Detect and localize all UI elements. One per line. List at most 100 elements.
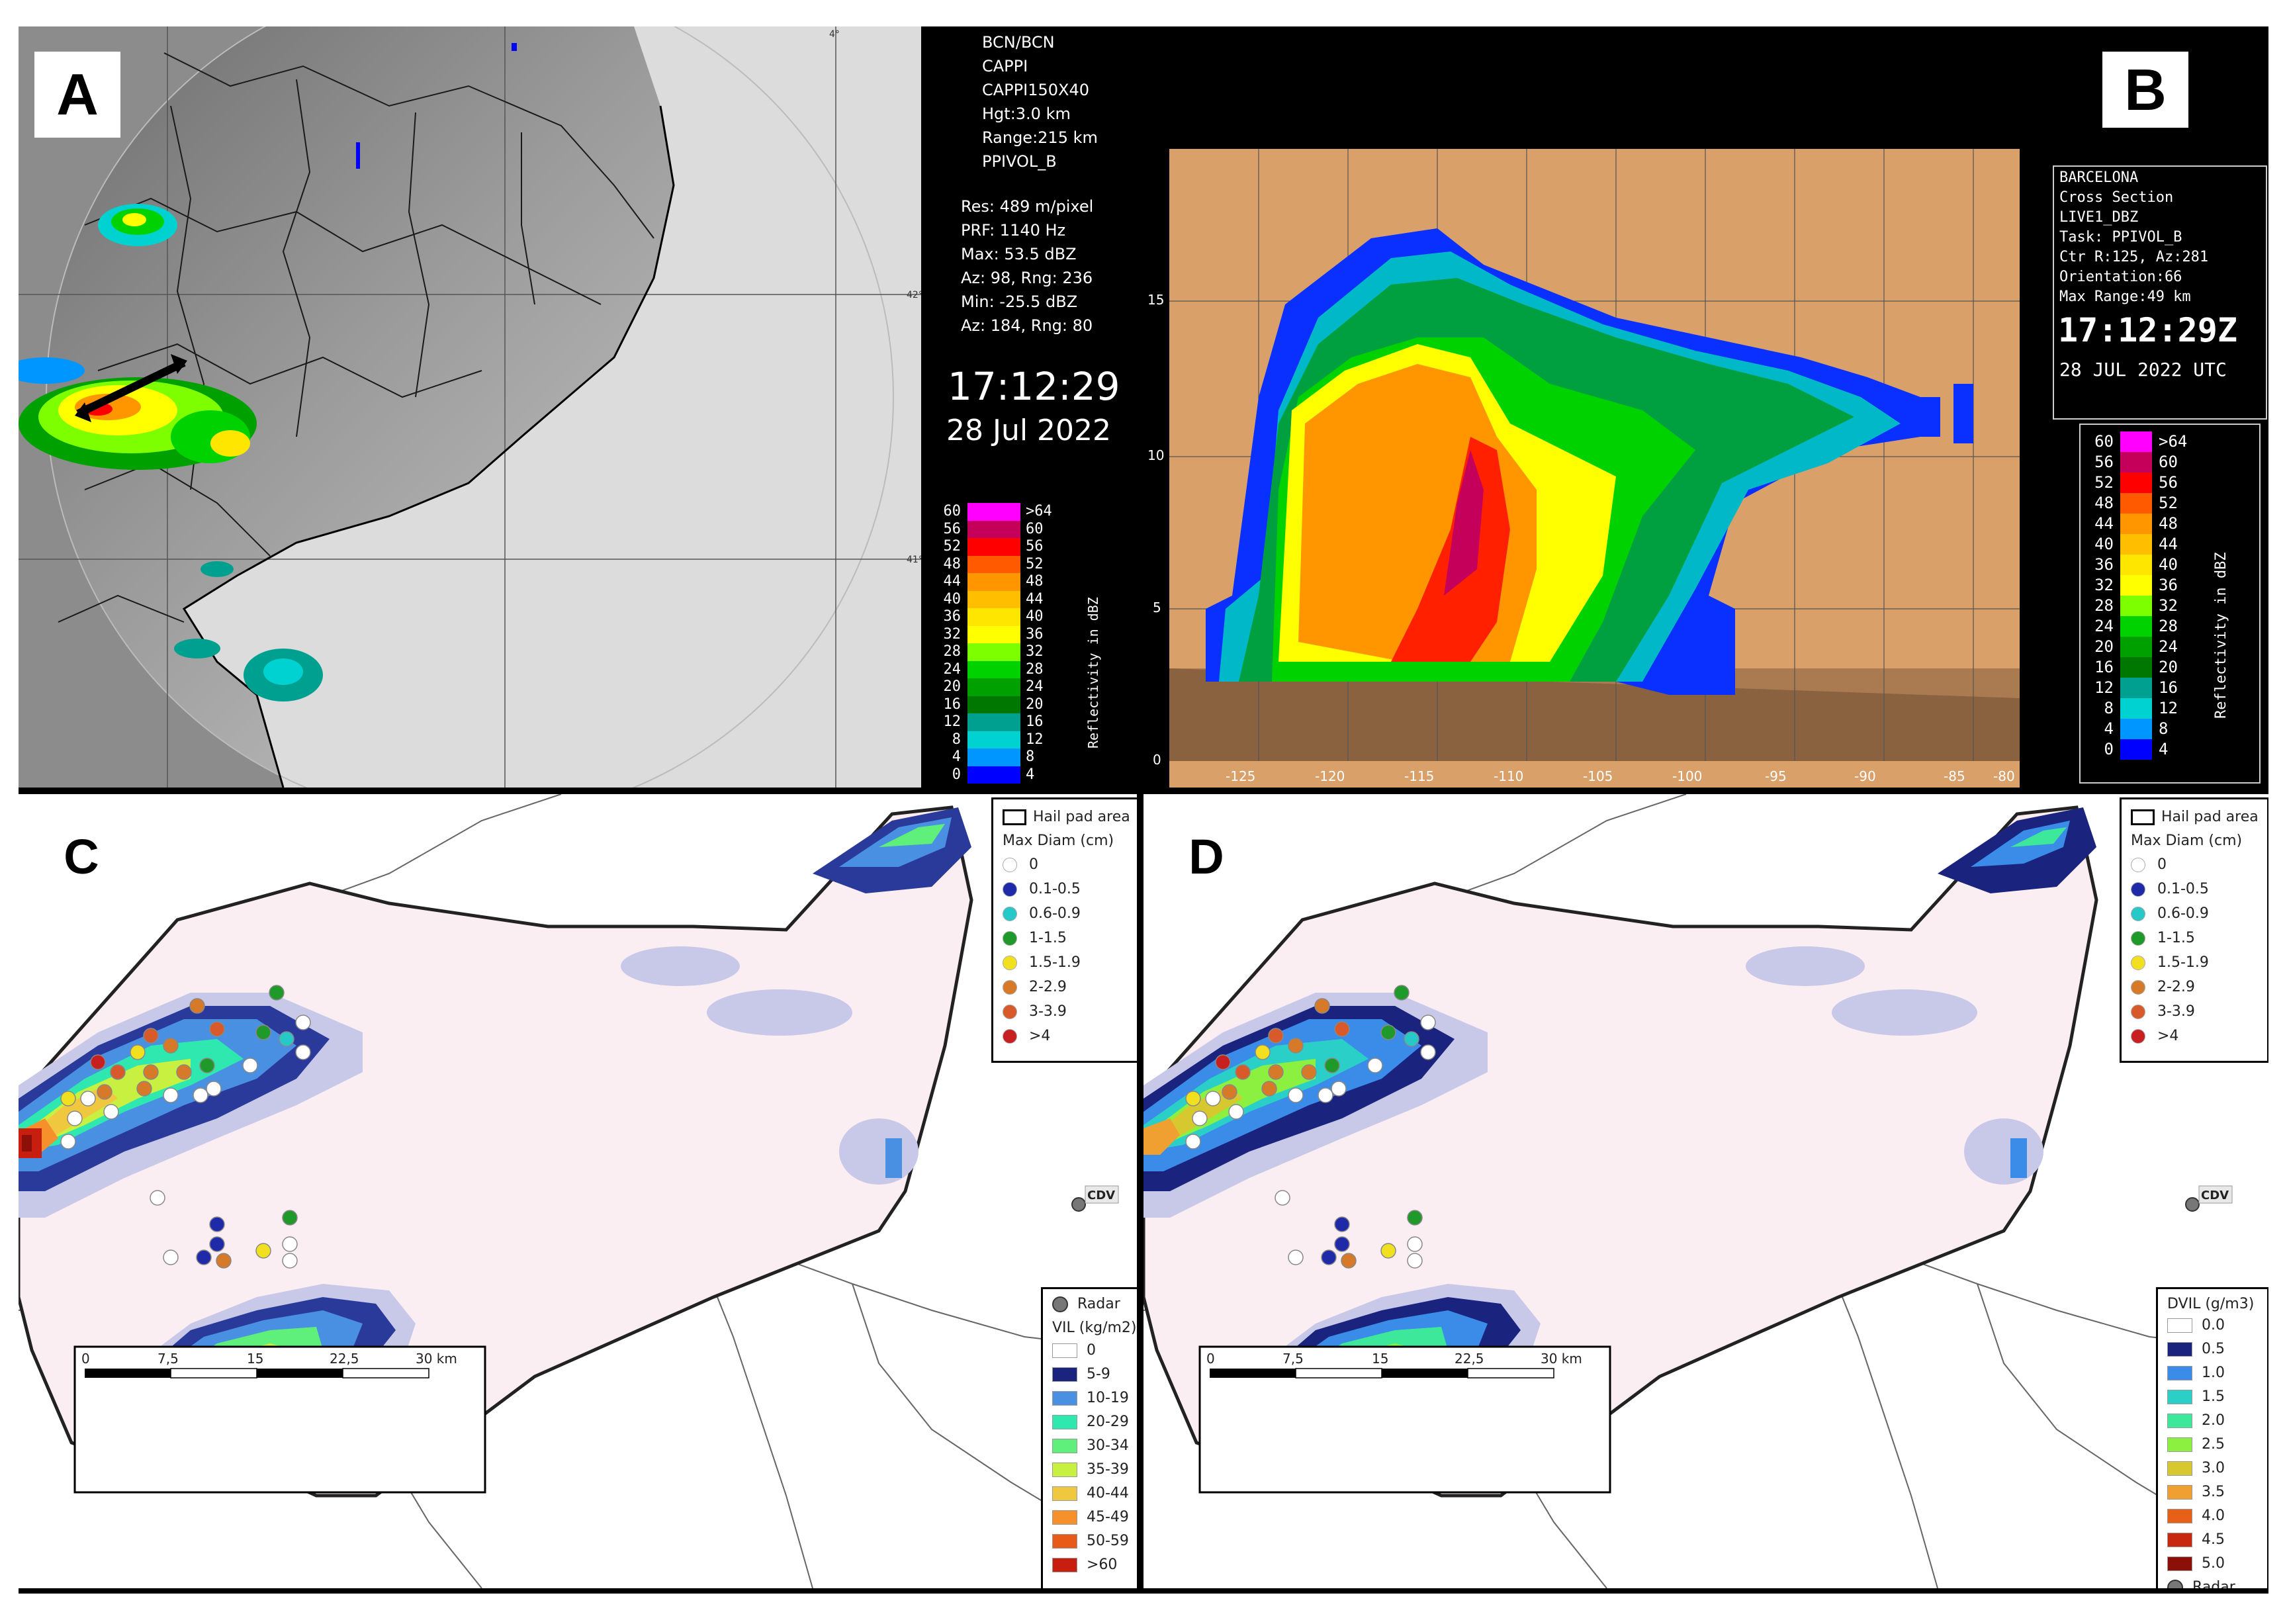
- colorbar-swatch: [967, 696, 1020, 713]
- legend-swatch: [2131, 1005, 2145, 1019]
- legend-item: 3-3.9: [1003, 1002, 1067, 1022]
- colorbar-swatch: [967, 713, 1020, 731]
- x-tick: -120: [1315, 768, 1345, 784]
- colorbar-label-left: 16: [943, 696, 962, 713]
- cdv-label: CDV: [1087, 1189, 1115, 1202]
- lon-label-4: 4°: [829, 29, 840, 40]
- info-line: BCN/BCN: [982, 33, 1055, 52]
- legend-swatch: [1052, 1415, 1077, 1429]
- legend-label: 0.6-0.9: [1029, 905, 1081, 922]
- legend-item: 0.6-0.9: [2131, 904, 2209, 924]
- x-tick: -85: [1944, 768, 1965, 784]
- colorbar-swatch: [967, 555, 1020, 573]
- legend-item: 45-49: [1052, 1508, 1129, 1527]
- legend-swatch: [1003, 809, 1026, 825]
- colorbar-label-left: 48: [943, 555, 962, 572]
- colorbar-label-left: 32: [943, 625, 962, 643]
- legend-item-hail-pad-area: Hail pad area: [1003, 807, 1130, 827]
- echo-north-cell: [98, 204, 177, 246]
- colorbar-swatch: [2120, 739, 2152, 760]
- legend-item: 2-2.9: [1003, 977, 1067, 997]
- legend-swatch: [1003, 858, 1017, 872]
- echo-main-cell: [19, 357, 257, 470]
- colorbar-label-left: 52: [943, 538, 962, 555]
- dvil-legend: DVIL (g/m3) 0.0 0.5 1.0 1.5 2.0 2.5 3.0 3.5 4.0 4.…: [2156, 1287, 2268, 1588]
- x-tick: -115: [1404, 768, 1434, 784]
- colorbar-label-right: 24: [2159, 637, 2178, 656]
- legend-item: 0: [1052, 1341, 1096, 1361]
- colorbar-label-right: 44: [2159, 535, 2178, 553]
- legend-label: >4: [2157, 1028, 2179, 1044]
- info-line: Orientation:66: [2059, 269, 2182, 285]
- stat-line: PRF: 1140 Hz: [961, 221, 1066, 240]
- legend-label: >60: [1087, 1556, 1118, 1573]
- radar-cdv-marker: [2185, 1197, 2200, 1212]
- panel-a-date: 28 Jul 2022: [946, 414, 1112, 447]
- legend-item: 0: [1003, 855, 1038, 875]
- colorbar-label-left: 24: [943, 660, 962, 678]
- colorbar-label-left: 56: [2094, 453, 2114, 471]
- legend-swatch: [1003, 1029, 1017, 1044]
- legend-title: VIL (kg/m2): [1052, 1320, 1137, 1336]
- colorbar-label-right: 52: [2159, 494, 2178, 512]
- colorbar-label-right: 56: [2159, 473, 2178, 492]
- legend-item: 50-59: [1052, 1531, 1129, 1551]
- colorbar-label-left: 0: [2104, 740, 2114, 758]
- legend-label: 2.0: [2202, 1412, 2225, 1429]
- y-tick: 0: [1153, 752, 1161, 768]
- legend-swatch: [2167, 1485, 2192, 1500]
- hail-legend: Hail pad area Max Diam (cm) 0 0.1-0.5 0.6-0.…: [2120, 797, 2268, 1063]
- info-line: Max Range:49 km: [2059, 289, 2191, 305]
- colorbar-label-left: 8: [2104, 699, 2114, 717]
- info-line: LIVE1_DBZ: [2059, 209, 2139, 226]
- colorbar-label-left: 44: [2094, 514, 2114, 533]
- legend-swatch: [1052, 1439, 1077, 1453]
- legend-label: 0.6-0.9: [2157, 905, 2209, 922]
- y-tick: 5: [1153, 600, 1161, 615]
- colorbar-swatch: [2120, 514, 2152, 534]
- colorbar-swatch: [2120, 719, 2152, 739]
- legend-swatch: [2167, 1556, 2192, 1571]
- legend-label: 45-49: [1087, 1509, 1129, 1525]
- legend-label: Radar: [1077, 1296, 1120, 1312]
- x-tick: -95: [1765, 768, 1787, 784]
- colorbar-label-left: 60: [2094, 432, 2114, 451]
- legend-label: 2.5: [2202, 1436, 2225, 1453]
- colorbar-label-right: 8: [1026, 748, 1035, 765]
- info-line: CAPPI: [982, 57, 1028, 75]
- legend-label: 0: [2157, 856, 2167, 873]
- legend-swatch: [2167, 1461, 2192, 1476]
- colorbar-swatch: [2120, 452, 2152, 473]
- legend-swatch: [2131, 956, 2145, 970]
- legend-title: Max Diam (cm): [2131, 833, 2243, 849]
- legend-label: 5.0: [2202, 1555, 2225, 1572]
- hailpad-markers: [1185, 985, 1436, 1269]
- info-line: Hgt:3.0 km: [982, 105, 1071, 123]
- colorbar-swatch: [2120, 575, 2152, 596]
- info-line: Task: PPIVOL_B: [2059, 229, 2182, 246]
- colorbar-label-right: 28: [2159, 617, 2178, 635]
- colorbar-label-left: 28: [943, 643, 962, 660]
- legend-swatch: [1052, 1343, 1077, 1358]
- colorbar-title: Reflectivity in dBZ: [2213, 552, 2229, 719]
- legend-swatch: [2167, 1414, 2192, 1428]
- legend-item: 3-3.9: [2131, 1002, 2195, 1022]
- colorbar-label-left: 20: [2094, 637, 2114, 656]
- colorbar-label-right: 32: [1026, 643, 1044, 660]
- colorbar-label-left: 0: [952, 766, 961, 783]
- colorbar-label-right: 56: [1026, 538, 1044, 555]
- colorbar-title: Reflectivity in dBZ: [1085, 597, 1101, 748]
- legend-item: 2.0: [2167, 1411, 2225, 1431]
- colorbar-label-right: 36: [2159, 576, 2178, 594]
- panel-a-colorbar: 60 >64 56 60 52 56 48 52 44 48 40 44 36 40 32 36 28 32 24 2…: [934, 496, 1133, 788]
- colorbar-label-left: 20: [943, 678, 962, 695]
- legend-swatch: [1003, 931, 1017, 946]
- legend-label: 10-19: [1087, 1390, 1129, 1406]
- scale-tick: 15: [247, 1351, 263, 1367]
- legend-swatch: [2167, 1366, 2192, 1380]
- scale-tick: 0: [1206, 1351, 1215, 1367]
- vil-northeast-echo: [621, 807, 971, 1185]
- legend-title: Max Diam (cm): [1003, 833, 1114, 849]
- colorbar-swatch: [2120, 678, 2152, 698]
- legend-item: 20-29: [1052, 1412, 1129, 1432]
